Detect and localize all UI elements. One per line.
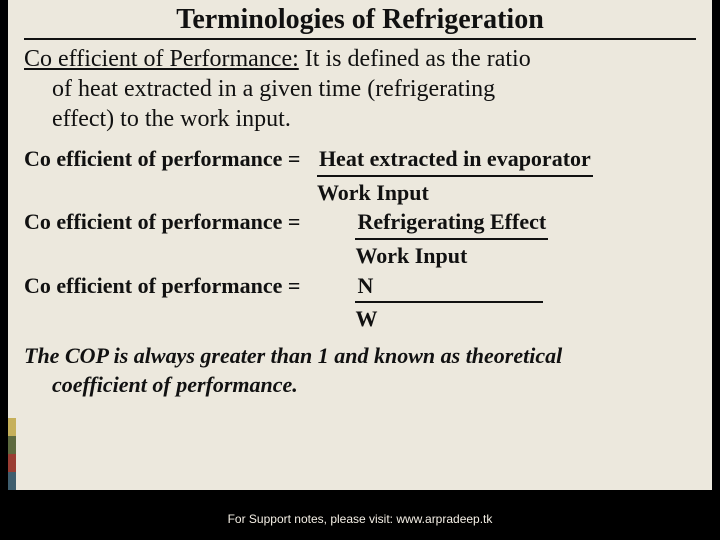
cop-note-line1: The COP is always greater than 1 and kno…	[24, 343, 562, 368]
definition-text-line3: effect) to the work input.	[24, 104, 696, 134]
equation-rhs-2: Refrigerating Effect Work Input	[355, 207, 548, 270]
accent-bar-4	[8, 472, 16, 490]
definition-label: Co efficient of Performance:	[24, 46, 299, 72]
equation-lhs-2: Co efficient of performance =	[24, 207, 355, 237]
cop-note-line2: coefficient of performance.	[24, 371, 696, 400]
accent-bar-3	[8, 454, 16, 472]
equation-denominator-2: Work Input	[355, 240, 548, 271]
accent-bar-2	[8, 436, 16, 454]
equation-numerator-2: Refrigerating Effect	[355, 207, 548, 240]
equation-lhs-3: Co efficient of performance =	[24, 271, 355, 301]
definition-text-line1: It is defined as the ratio	[299, 46, 531, 72]
cop-note: The COP is always greater than 1 and kno…	[24, 342, 696, 399]
content-panel: Terminologies of Refrigeration Co effici…	[8, 0, 712, 490]
footer-text: For Support notes, please visit: www.arp…	[0, 512, 720, 526]
equation-rhs-1: Heat extracted in evaporator Work Input	[317, 144, 593, 207]
equation-rhs-3: N W	[355, 271, 543, 334]
equation-numerator-1: Heat extracted in evaporator	[317, 144, 593, 177]
accent-stripe	[8, 418, 16, 490]
slide-title: Terminologies of Refrigeration	[24, 4, 696, 40]
definition-text-line2: of heat extracted in a given time (refri…	[24, 74, 696, 104]
accent-bar-1	[8, 418, 16, 436]
equation-lhs-1: Co efficient of performance =	[24, 144, 317, 174]
equation-denominator-3: W	[355, 303, 543, 334]
equation-row-3: Co efficient of performance = N W	[24, 271, 696, 334]
equation-denominator-1: Work Input	[317, 177, 593, 208]
equation-row-1: Co efficient of performance = Heat extra…	[24, 144, 696, 207]
definition-paragraph: Co efficient of Performance: It is defin…	[24, 44, 696, 134]
equation-row-2: Co efficient of performance = Refrigerat…	[24, 207, 696, 270]
equation-numerator-3: N	[355, 271, 543, 304]
